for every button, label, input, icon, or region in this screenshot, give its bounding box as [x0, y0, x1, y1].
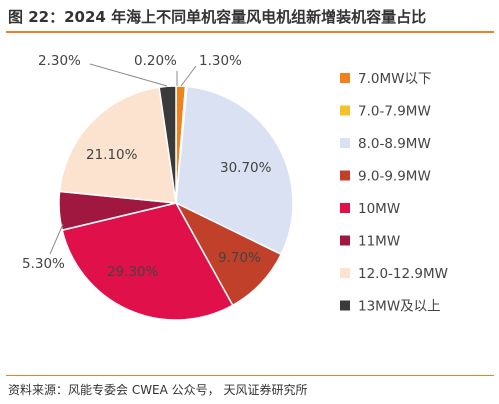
legend-swatch-7 [340, 268, 350, 278]
legend-label-4: 9.0-9.9MW [358, 169, 431, 185]
title-rule [6, 31, 494, 33]
legend-label-8: 13MW及以上 [358, 299, 441, 315]
pie-slices [58, 85, 294, 321]
chart-title: 图 22：2024 年海上不同单机容量风电机组新增装机容量占比 [8, 8, 427, 26]
data-label-1: 1.30% [199, 53, 242, 69]
legend-label-1: 7.0MW以下 [358, 71, 431, 87]
data-label-7: 21.10% [86, 147, 138, 163]
pie-slice-7 [58, 86, 177, 204]
data-label-6: 5.30% [22, 256, 65, 272]
legend-label-6: 11MW [358, 234, 400, 250]
source-note: 资料来源：风能专委会 CWEA 公众号， 天风证券研究所 [8, 383, 308, 397]
legend-swatch-4 [340, 170, 350, 181]
source-rule [6, 375, 494, 376]
data-label-2: 0.20% [134, 53, 177, 69]
legend-swatch-5 [340, 203, 350, 213]
legend-label-3: 8.0-8.9MW [358, 136, 431, 152]
data-label-4: 9.70% [218, 250, 261, 266]
legend-swatch-2 [340, 105, 350, 116]
legend-label-5: 10MW [358, 201, 400, 217]
legend-label-7: 12.0-12.9MW [358, 266, 448, 282]
data-labels: 1.30% 0.20% 30.70% 9.70% 29.30% 5.30% 21.10% 2.… [22, 53, 272, 280]
data-label-5: 29.30% [107, 264, 159, 280]
leader-line-6 [49, 223, 64, 255]
legend: 7.0MW以下 7.0-7.9MW 8.0-8.9MW 9.0-9.9MW 10MW 11… [340, 71, 448, 315]
legend-swatch-8 [340, 300, 350, 311]
pie-slice-5 [61, 202, 234, 321]
legend-swatch-6 [340, 235, 350, 246]
legend-swatch-1 [340, 73, 350, 83]
data-label-3: 30.70% [220, 160, 272, 176]
legend-label-2: 7.0-7.9MW [358, 104, 431, 120]
pie-slice-3 [175, 85, 294, 256]
legend-swatch-3 [340, 138, 350, 148]
leader-line-1 [180, 65, 197, 87]
pie-slice-8 [158, 85, 177, 204]
leader-line-8 [89, 63, 168, 87]
data-label-8: 2.30% [38, 53, 81, 69]
leader-lines [49, 63, 197, 255]
